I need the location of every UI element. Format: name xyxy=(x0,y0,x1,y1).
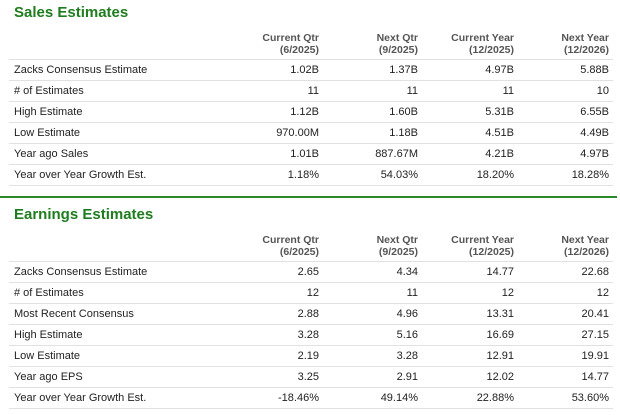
cell-current-year: 4.51B xyxy=(422,121,518,143)
row-label: High Estimate xyxy=(9,100,234,122)
cell-current-qtr: 2.88 xyxy=(234,302,323,324)
table-row: Most Recent Consensus 2.88 4.96 13.31 20… xyxy=(9,302,613,324)
row-label: Zacks Consensus Estimate xyxy=(9,58,234,80)
cell-next-qtr: 4.96 xyxy=(323,302,422,324)
cell-next-qtr: 1.37B xyxy=(323,58,422,80)
table-row: High Estimate 3.28 5.16 16.69 27.15 xyxy=(9,323,613,345)
row-label: Most Recent Consensus xyxy=(9,302,234,324)
row-label: Year ago EPS xyxy=(9,365,234,387)
cell-current-qtr: 11 xyxy=(234,79,323,101)
table-row: Year ago Sales 1.01B 887.67M 4.21B 4.97B xyxy=(9,142,613,164)
cell-next-year: 27.15 xyxy=(518,323,613,345)
row-label: Low Estimate xyxy=(9,121,234,143)
table-row: # of Estimates 11 11 11 10 xyxy=(9,79,613,101)
cell-next-year: 12 xyxy=(518,281,613,303)
table-row: Low Estimate 970.00M 1.18B 4.51B 4.49B xyxy=(9,121,613,143)
column-header-next-year: Next Year (12/2026) xyxy=(561,233,609,258)
cell-next-qtr: 2.91 xyxy=(323,365,422,387)
table-row: Low Estimate 2.19 3.28 12.91 19.91 xyxy=(9,344,613,366)
cell-current-year: 14.77 xyxy=(422,260,518,282)
column-header-next-qtr: Next Qtr (9/2025) xyxy=(376,233,418,258)
cell-current-year: 16.69 xyxy=(422,323,518,345)
cell-next-year: 5.88B xyxy=(518,58,613,80)
column-header-current-year: Current Year (12/2025) xyxy=(451,31,514,56)
row-label: High Estimate xyxy=(9,323,234,345)
cell-next-qtr: 49.14% xyxy=(323,386,422,409)
table-row: Year over Year Growth Est. 1.18% 54.03% … xyxy=(9,163,613,186)
row-label: Low Estimate xyxy=(9,344,234,366)
table-row: High Estimate 1.12B 1.60B 5.31B 6.55B xyxy=(9,100,613,122)
cell-current-qtr: 1.12B xyxy=(234,100,323,122)
cell-next-year: 14.77 xyxy=(518,365,613,387)
table-row: Zacks Consensus Estimate 1.02B 1.37B 4.9… xyxy=(9,58,613,80)
cell-next-qtr: 1.60B xyxy=(323,100,422,122)
section-title: Sales Estimates xyxy=(14,4,129,21)
cell-current-year: 12.02 xyxy=(422,365,518,387)
sales-estimates-table: Current Qtr (6/2025) Next Qtr (9/2025) Cur… xyxy=(9,29,613,186)
column-header-next-year: Next Year (12/2026) xyxy=(561,31,609,56)
cell-current-qtr: 1.01B xyxy=(234,142,323,164)
cell-next-year: 4.49B xyxy=(518,121,613,143)
cell-current-qtr: 1.18% xyxy=(234,163,323,186)
cell-next-qtr: 3.28 xyxy=(323,344,422,366)
cell-current-year: 4.21B xyxy=(422,142,518,164)
cell-next-year: 20.41 xyxy=(518,302,613,324)
column-header-current-qtr: Current Qtr (6/2025) xyxy=(262,31,319,56)
cell-current-year: 22.88% xyxy=(422,386,518,409)
row-label: Year over Year Growth Est. xyxy=(9,163,234,186)
cell-next-qtr: 1.18B xyxy=(323,121,422,143)
cell-current-qtr: 12 xyxy=(234,281,323,303)
cell-next-year: 18.28% xyxy=(518,163,613,186)
cell-next-qtr: 4.34 xyxy=(323,260,422,282)
cell-current-qtr: 1.02B xyxy=(234,58,323,80)
table-row: Year over Year Growth Est. -18.46% 49.14… xyxy=(9,386,613,409)
cell-next-year: 19.91 xyxy=(518,344,613,366)
cell-current-year: 11 xyxy=(422,79,518,101)
cell-current-year: 13.31 xyxy=(422,302,518,324)
column-header-next-qtr: Next Qtr (9/2025) xyxy=(376,31,418,56)
cell-next-year: 10 xyxy=(518,79,613,101)
cell-current-qtr: 2.19 xyxy=(234,344,323,366)
row-label-header xyxy=(9,231,234,261)
table-header-row: Current Qtr (6/2025) Next Qtr (9/2025) Cur… xyxy=(9,231,613,261)
cell-next-year: 6.55B xyxy=(518,100,613,122)
earnings-estimates-table: Current Qtr (6/2025) Next Qtr (9/2025) Cur… xyxy=(9,231,613,409)
column-header-current-qtr: Current Qtr (6/2025) xyxy=(262,233,319,258)
cell-next-qtr: 11 xyxy=(323,281,422,303)
table-row: Year ago EPS 3.25 2.91 12.02 14.77 xyxy=(9,365,613,387)
cell-current-year: 4.97B xyxy=(422,58,518,80)
cell-current-year: 5.31B xyxy=(422,100,518,122)
cell-next-qtr: 54.03% xyxy=(323,163,422,186)
section-title: Earnings Estimates xyxy=(14,206,154,223)
cell-next-qtr: 887.67M xyxy=(323,142,422,164)
cell-current-year: 12 xyxy=(422,281,518,303)
cell-next-year: 53.60% xyxy=(518,386,613,409)
cell-current-year: 12.91 xyxy=(422,344,518,366)
cell-current-qtr: 3.28 xyxy=(234,323,323,345)
table-header-row: Current Qtr (6/2025) Next Qtr (9/2025) Cur… xyxy=(9,29,613,59)
cell-current-qtr: -18.46% xyxy=(234,386,323,409)
table-row: # of Estimates 12 11 12 12 xyxy=(9,281,613,303)
cell-current-qtr: 2.65 xyxy=(234,260,323,282)
section-divider xyxy=(0,196,617,198)
cell-next-year: 4.97B xyxy=(518,142,613,164)
cell-current-qtr: 970.00M xyxy=(234,121,323,143)
cell-next-qtr: 5.16 xyxy=(323,323,422,345)
row-label: # of Estimates xyxy=(9,281,234,303)
cell-next-qtr: 11 xyxy=(323,79,422,101)
row-label: # of Estimates xyxy=(9,79,234,101)
row-label: Year ago Sales xyxy=(9,142,234,164)
cell-next-year: 22.68 xyxy=(518,260,613,282)
table-row: Zacks Consensus Estimate 2.65 4.34 14.77… xyxy=(9,260,613,282)
row-label: Zacks Consensus Estimate xyxy=(9,260,234,282)
cell-current-year: 18.20% xyxy=(422,163,518,186)
row-label-header xyxy=(9,29,234,59)
row-label: Year over Year Growth Est. xyxy=(9,386,234,409)
column-header-current-year: Current Year (12/2025) xyxy=(451,233,514,258)
cell-current-qtr: 3.25 xyxy=(234,365,323,387)
